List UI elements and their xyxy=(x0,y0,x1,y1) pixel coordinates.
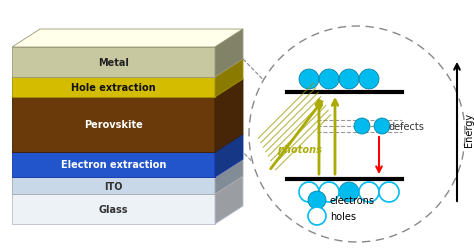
Polygon shape xyxy=(215,80,243,152)
Circle shape xyxy=(319,70,339,90)
Circle shape xyxy=(339,70,359,90)
Text: electrons: electrons xyxy=(330,195,375,205)
Polygon shape xyxy=(12,30,243,48)
Circle shape xyxy=(374,118,390,135)
Text: holes: holes xyxy=(330,211,356,221)
Circle shape xyxy=(379,182,399,202)
Text: Perovskite: Perovskite xyxy=(84,120,143,130)
Polygon shape xyxy=(215,30,243,78)
Polygon shape xyxy=(215,60,243,98)
Circle shape xyxy=(299,182,319,202)
Circle shape xyxy=(308,207,326,225)
Polygon shape xyxy=(12,98,215,152)
Text: Hole extraction: Hole extraction xyxy=(71,83,156,93)
Text: Metal: Metal xyxy=(98,58,129,68)
Text: Electron extraction: Electron extraction xyxy=(61,160,166,170)
Circle shape xyxy=(359,182,379,202)
Polygon shape xyxy=(215,159,243,194)
Text: defects: defects xyxy=(389,121,425,132)
Polygon shape xyxy=(12,80,243,98)
Polygon shape xyxy=(12,194,215,224)
Circle shape xyxy=(354,118,370,135)
Polygon shape xyxy=(12,152,215,177)
Circle shape xyxy=(299,70,319,90)
Polygon shape xyxy=(12,177,215,194)
Polygon shape xyxy=(12,78,215,98)
Text: Energy: Energy xyxy=(464,112,474,146)
Circle shape xyxy=(308,191,326,209)
Polygon shape xyxy=(215,135,243,177)
Polygon shape xyxy=(12,48,215,78)
Text: ITO: ITO xyxy=(104,181,123,191)
Polygon shape xyxy=(215,176,243,224)
Polygon shape xyxy=(12,135,243,152)
Polygon shape xyxy=(12,176,243,194)
Polygon shape xyxy=(12,60,243,78)
Circle shape xyxy=(339,182,359,202)
Circle shape xyxy=(359,70,379,90)
Text: Glass: Glass xyxy=(99,204,128,214)
Polygon shape xyxy=(12,159,243,177)
Text: photons: photons xyxy=(277,144,322,154)
Circle shape xyxy=(319,182,339,202)
